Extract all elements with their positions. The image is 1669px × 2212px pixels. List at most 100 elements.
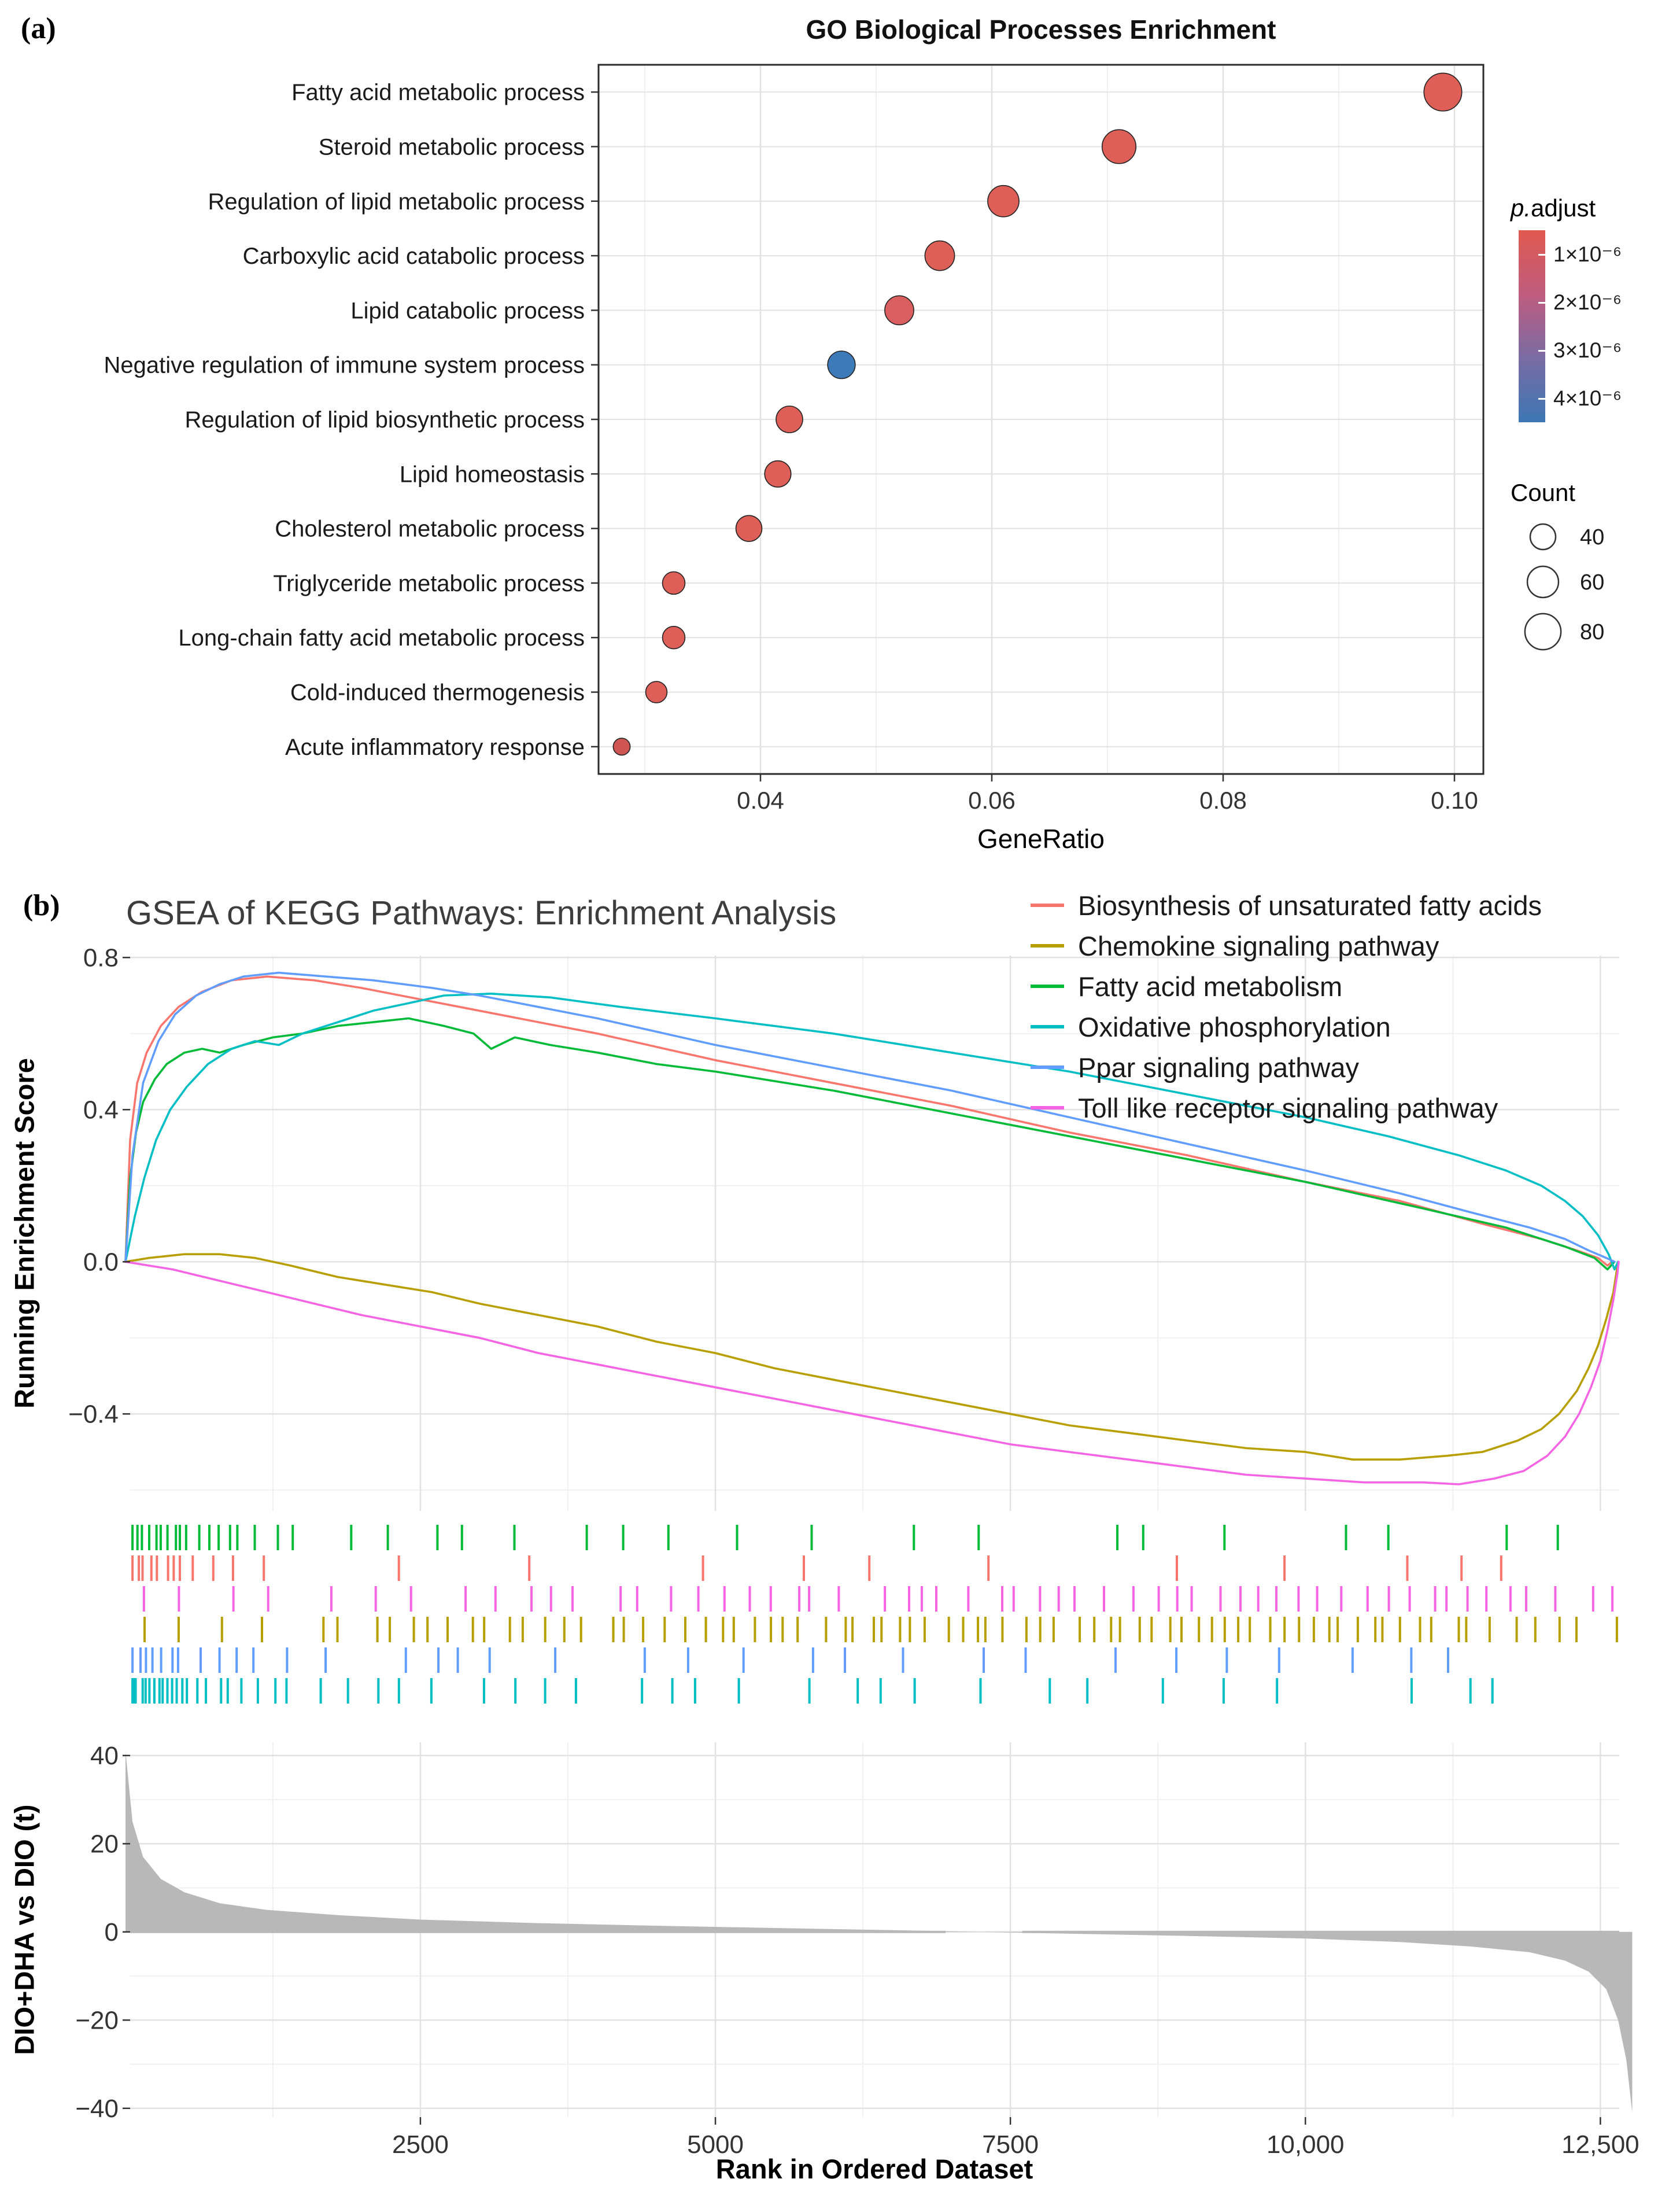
panel-b-title: GSEA of KEGG Pathways: Enrichment Analys… (126, 894, 837, 932)
res-axis-title: Running Enrichment Score (9, 1058, 40, 1409)
res-y-tick-label: 0.4 (83, 1096, 119, 1124)
metric-y-tick-label: −40 (75, 2095, 119, 2123)
legend-key-line (1031, 985, 1064, 988)
go-term-bubble (662, 625, 686, 650)
gsea-rug (131, 1525, 1618, 1704)
count-legend-title: Count (1511, 479, 1576, 506)
rank-axis-title: Rank in Ordered Dataset (715, 2154, 1033, 2184)
gsea-res-plot: 0.8 0.4 0.0 −0.4 (68, 943, 1620, 1511)
res-y-tick-label: 0.8 (83, 943, 119, 972)
legend-item-label: Chemokine signaling pathway (1078, 930, 1439, 961)
padjust-legend: p.adjust 1×10⁻⁶ 2×10⁻⁶ 3×10⁻⁶ 4×10⁻⁶ (1511, 194, 1667, 422)
go-term-label: Regulation of lipid metabolic process (208, 189, 585, 215)
go-term-label: Lipid catabolic process (350, 298, 585, 323)
rank-x-tick-label: 10,000 (1266, 2130, 1345, 2159)
x-tick-label: 0.06 (968, 787, 1016, 814)
padjust-tick-mark (1538, 397, 1545, 400)
pathway-legend-item: Chemokine signaling pathway (1031, 926, 1542, 966)
go-term-bubble (827, 351, 856, 379)
panel-a-label: (a) (21, 12, 56, 45)
go-term-bubble (764, 460, 792, 488)
go-term-label: Steroid metabolic process (319, 134, 585, 160)
go-term-label: Acute inflammatory response (285, 735, 585, 760)
count-legend-circle (1529, 523, 1557, 551)
go-term-bubble (1423, 72, 1463, 112)
legend-key-line (1031, 944, 1064, 948)
go-term-label: Negative regulation of immune system pro… (104, 353, 585, 378)
res-y-tick-label: 0.0 (83, 1248, 119, 1276)
metric-y-tick-label: 20 (90, 1830, 119, 1858)
padjust-tick-label: 2×10⁻⁶ (1553, 290, 1622, 314)
rank-x-tick-label: 5000 (687, 2130, 744, 2159)
legend-key-line (1031, 1025, 1064, 1028)
padjust-legend-title: p.adjust (1511, 194, 1596, 222)
go-term-bubble (776, 405, 803, 433)
gsea-curve (124, 993, 1619, 1271)
x-tick-label: 0.08 (1199, 787, 1247, 814)
rank-x-tick-label: 12,500 (1561, 2130, 1640, 2159)
padjust-tick-mark (1538, 301, 1545, 304)
legend-key-line (1031, 1066, 1064, 1069)
legend-item-label: Ppar signaling pathway (1078, 1052, 1359, 1083)
gene-ratio-axis-title: GeneRatio (977, 824, 1105, 854)
go-term-bubble (1101, 129, 1137, 164)
go-term-label: Cold-induced thermogenesis (290, 680, 585, 706)
padjust-gradient-bar (1519, 230, 1545, 422)
gsea-curve (124, 975, 1613, 1267)
x-tick-label: 0.04 (737, 787, 784, 814)
x-tick-label: 0.10 (1431, 787, 1478, 814)
padjust-tick-label: 1×10⁻⁶ (1553, 242, 1622, 266)
go-dotplot: 0.04 0.06 0.08 0.10 GeneRatio Fatty acid meta… (104, 64, 1485, 854)
pathway-legend-item: Fatty acid metabolism (1031, 966, 1542, 1007)
count-legend-value: 80 (1580, 620, 1604, 644)
rank-x-tick-label: 2500 (392, 2130, 449, 2159)
padjust-tick-label: 3×10⁻⁶ (1553, 338, 1622, 362)
padjust-tick-mark (1538, 349, 1545, 352)
count-legend-circle (1526, 565, 1560, 599)
gsea-curve (124, 1017, 1616, 1271)
rank-x-tick-label: 7500 (982, 2130, 1039, 2159)
pathway-legend: Biosynthesis of unsaturated fatty acids C… (1031, 885, 1542, 1128)
go-term-bubble (735, 515, 763, 542)
zero-line-left (130, 1930, 946, 1933)
metric-y-tick-label: 0 (105, 1918, 119, 1946)
panel-a-title: GO Biological Processes Enrichment (806, 14, 1276, 45)
gsea-curve (124, 971, 1616, 1263)
legend-item-label: Fatty acid metabolism (1078, 971, 1343, 1002)
go-term-label: Triglyceride metabolic process (273, 571, 585, 596)
legend-item-label: Oxidative phosphorylation (1078, 1011, 1391, 1042)
legend-key-line (1031, 904, 1064, 907)
count-legend-value: 40 (1580, 525, 1604, 550)
gsea-curve (124, 1260, 1620, 1485)
count-legend-value: 60 (1580, 570, 1604, 595)
panel-b-label: (b) (23, 889, 60, 922)
pathway-legend-item: Oxidative phosphorylation (1031, 1007, 1542, 1047)
pathway-legend-item: Toll like receptor signaling pathway (1031, 1087, 1542, 1128)
zero-line-right (1022, 1930, 1619, 1933)
go-term-bubble (987, 185, 1020, 217)
legend-item-label: Toll like receptor signaling pathway (1078, 1092, 1498, 1123)
ranked-metric-plot: 40 20 0 −20 −40 2500 5000 7500 10,000 12,500 (75, 1742, 1639, 2159)
pathway-legend-item: Biosynthesis of unsaturated fatty acids (1031, 885, 1542, 926)
count-legend-circles: 40 60 80 (1524, 523, 1604, 651)
gsea-curve (124, 1253, 1619, 1461)
go-term-label: Cholesterol metabolic process (275, 517, 585, 542)
metric-y-tick-label: −20 (75, 2006, 119, 2034)
metric-y-tick-label: 40 (90, 1742, 119, 1770)
go-term-bubble (612, 738, 631, 756)
go-term-label: Long-chain fatty acid metabolic process (178, 625, 585, 651)
go-term-bubble (645, 681, 668, 703)
go-term-bubble (924, 240, 955, 271)
go-term-label: Lipid homeostasis (400, 462, 585, 487)
go-term-label: Carboxylic acid catabolic process (243, 244, 585, 269)
legend-item-label: Biosynthesis of unsaturated fatty acids (1078, 890, 1542, 921)
padjust-tick-mark (1538, 253, 1545, 256)
go-term-label: Fatty acid metabolic process (291, 80, 585, 105)
metric-axis-title: DIO+DHA vs DIO (t) (9, 1804, 40, 2055)
pathway-legend-item: Ppar signaling pathway (1031, 1047, 1542, 1087)
count-legend: Count 40 60 80 (1511, 479, 1667, 701)
go-term-bubble (662, 571, 686, 595)
count-legend-circle (1524, 613, 1562, 651)
